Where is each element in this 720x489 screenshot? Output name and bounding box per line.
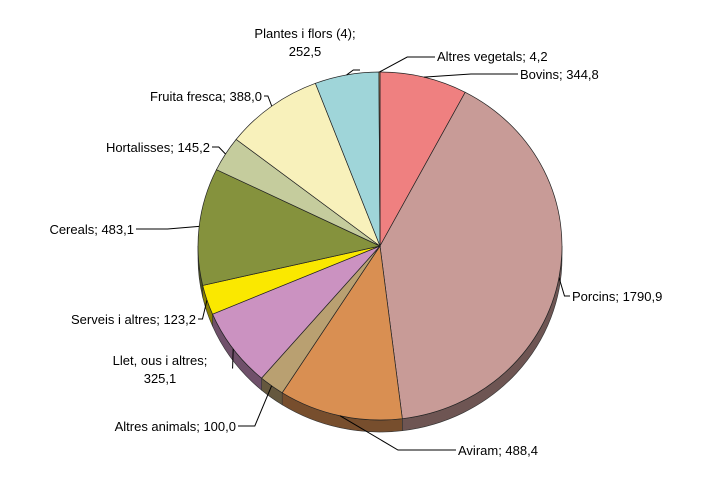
data-label-line: Porcins; 1790,9 <box>572 289 662 304</box>
data-label-line: 252,5 <box>289 44 322 59</box>
data-label-line: Plantes i flors (4); <box>254 26 355 41</box>
leader-line <box>238 385 273 427</box>
data-label: Llet, ous i altres; 325,1 <box>113 353 208 386</box>
data-label-line: Cereals; 483,1 <box>49 222 134 237</box>
data-label: Hortalisses; 145,2 <box>106 140 210 155</box>
data-label-line: Altres vegetals; 4,2 <box>437 49 548 64</box>
data-label: Cereals; 483,1 <box>49 222 134 237</box>
data-label-line: 325,1 <box>144 371 177 386</box>
data-label: Fruita fresca; 388,0 <box>150 89 262 104</box>
leader-line <box>379 56 435 73</box>
data-label: Plantes i flors (4); 252,5 <box>254 26 355 59</box>
data-label: Serveis i altres; 123,2 <box>71 312 196 327</box>
data-label-line: Hortalisses; 145,2 <box>106 140 210 155</box>
leader-line <box>136 225 200 230</box>
data-label-line: Fruita fresca; 388,0 <box>150 89 262 104</box>
data-label: Porcins; 1790,9 <box>572 289 662 304</box>
data-label: Altres vegetals; 4,2 <box>437 49 548 64</box>
data-label: Altres animals; 100,0 <box>115 419 236 434</box>
pie-slice-porcins <box>379 91 563 420</box>
leader-line <box>339 415 456 451</box>
leader-line <box>264 95 273 107</box>
data-label: Bovins; 344,8 <box>520 67 599 82</box>
data-label-line: Serveis i altres; 123,2 <box>71 312 196 327</box>
data-label-line: Aviram; 488,4 <box>458 443 538 458</box>
data-label-line: Bovins; 344,8 <box>520 67 599 82</box>
pie-slice-cereals <box>197 169 382 286</box>
leader-line <box>232 348 234 369</box>
pie-slice-fruita-fresca <box>235 82 381 248</box>
leader-line <box>212 146 226 155</box>
leader-line <box>198 299 208 320</box>
leader-line <box>423 73 518 78</box>
data-label-line: Llet, ous i altres; <box>113 353 208 368</box>
leader-line <box>346 69 360 76</box>
leader-line <box>558 277 570 297</box>
data-label: Aviram; 488,4 <box>458 443 538 458</box>
data-label-line: Altres animals; 100,0 <box>115 419 236 434</box>
